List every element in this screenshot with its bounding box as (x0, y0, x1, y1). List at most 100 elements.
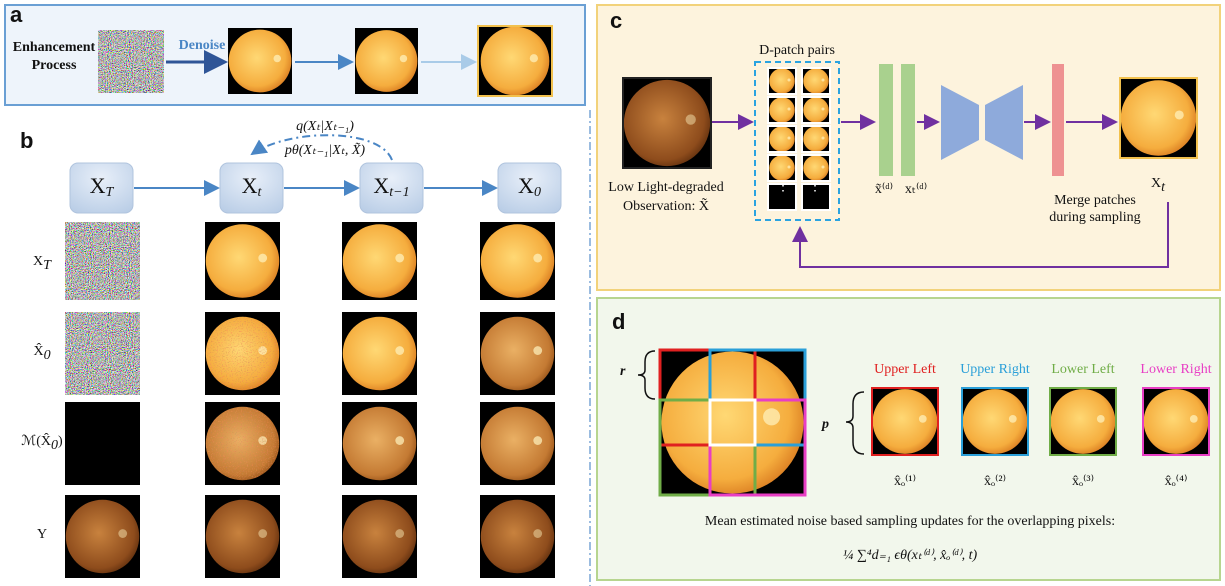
fundus (481, 407, 555, 481)
optic-disc (821, 165, 824, 168)
image (65, 312, 140, 395)
fundus (481, 27, 550, 96)
image (802, 68, 830, 94)
label-tail: ) (58, 434, 63, 449)
fundus (229, 30, 292, 93)
optic-disc (118, 529, 127, 538)
label-sub: T (106, 185, 115, 200)
image (802, 155, 830, 181)
image (1120, 78, 1197, 158)
optic-disc (787, 136, 790, 139)
optic-disc (787, 107, 790, 110)
label-base: X (242, 173, 258, 198)
optic-disc (395, 436, 404, 445)
image (623, 78, 711, 168)
label-base: X̂ (33, 342, 43, 359)
fundus (206, 224, 280, 298)
forward-label: q(Xₜ|Xₜ₋₁) (296, 119, 354, 134)
arrow-label: Denoise (179, 38, 226, 53)
formula: ¼ ∑⁴d₌₁ ϵθ(xₜ⁽ᵈ⁾, x̂ₒ⁽ᵈ⁾, t) (843, 548, 978, 563)
image (205, 402, 280, 485)
optic-disc (530, 54, 538, 62)
input-label: Low Light-degraded (608, 180, 723, 195)
fundus (803, 68, 828, 93)
optic-disc (821, 107, 824, 110)
speckle (206, 317, 280, 391)
merge-label: Merge patches (1054, 193, 1136, 208)
label-sub: T (43, 258, 52, 273)
fundus (803, 126, 828, 151)
image (962, 388, 1028, 455)
fundus (769, 126, 794, 151)
patch-title: D-patch pairs (759, 43, 835, 58)
patch-name: Lower Right (1140, 362, 1211, 377)
image (342, 495, 417, 578)
patch-name: Upper Left (874, 362, 936, 377)
fundus (356, 30, 418, 92)
optic-disc (273, 55, 281, 63)
image (768, 68, 796, 94)
patch-name: Upper Right (960, 362, 1030, 377)
caption: Mean estimated noise based sampling upda… (705, 514, 1115, 529)
patch-symbol: x̂ₒ⁽⁴⁾ (1165, 474, 1188, 489)
fundus (769, 155, 794, 180)
image (228, 28, 292, 94)
image (65, 222, 140, 300)
fundus (1144, 389, 1209, 454)
fundus (803, 155, 828, 180)
label-sub: t−1 (389, 185, 409, 200)
patch-symbol: x̂ₒ⁽¹⁾ (894, 474, 916, 489)
image (205, 222, 280, 300)
image (768, 97, 796, 123)
optic-disc (787, 165, 790, 168)
label-base: X (90, 173, 106, 198)
merge-label: during sampling (1049, 210, 1140, 225)
p-label: p (821, 417, 829, 432)
optic-disc (686, 114, 696, 124)
optic-disc (919, 415, 927, 423)
feature-bar (879, 64, 893, 176)
fundus (343, 224, 417, 298)
label-base: X (1151, 176, 1161, 191)
image (205, 495, 280, 578)
label-base: X (33, 254, 43, 269)
label-base: Y (37, 527, 47, 542)
noise-image (65, 312, 140, 395)
optic-disc (395, 529, 404, 538)
fundus (873, 389, 938, 454)
image (660, 350, 805, 495)
row-label: ℳ(X̂0) (21, 432, 63, 453)
fundus (624, 80, 710, 166)
noise-image (65, 222, 140, 300)
row-label: XT (33, 254, 52, 273)
ellipsis: ⋮ (808, 179, 822, 194)
optic-disc (821, 78, 824, 81)
row-label: X̂0 (33, 342, 50, 363)
image (480, 495, 555, 578)
optic-disc (1097, 415, 1105, 423)
fundus (481, 224, 555, 298)
r-label: r (620, 364, 626, 379)
optic-disc (763, 408, 780, 425)
noise-image (98, 30, 164, 93)
image (1050, 388, 1116, 455)
image-bg (65, 402, 140, 485)
label-base: ℳ(X̂ (21, 432, 51, 449)
label-base: X (373, 173, 389, 198)
image (342, 402, 417, 485)
fundus (343, 500, 417, 574)
label-sub: 0 (51, 438, 58, 453)
fundus (963, 389, 1028, 454)
panel-label: b (20, 128, 33, 153)
image (768, 126, 796, 152)
image (65, 495, 140, 578)
fundus (769, 97, 794, 122)
optic-disc (400, 55, 407, 62)
image (478, 26, 552, 96)
optic-disc (533, 254, 542, 263)
panel-label: c (610, 8, 622, 33)
optic-disc (533, 436, 542, 445)
image (342, 312, 417, 395)
figure: a Enhancement Process Denoise b q(Xₜ|Xₜ₋… (0, 0, 1225, 586)
ellipsis: ⋮ (776, 179, 790, 194)
